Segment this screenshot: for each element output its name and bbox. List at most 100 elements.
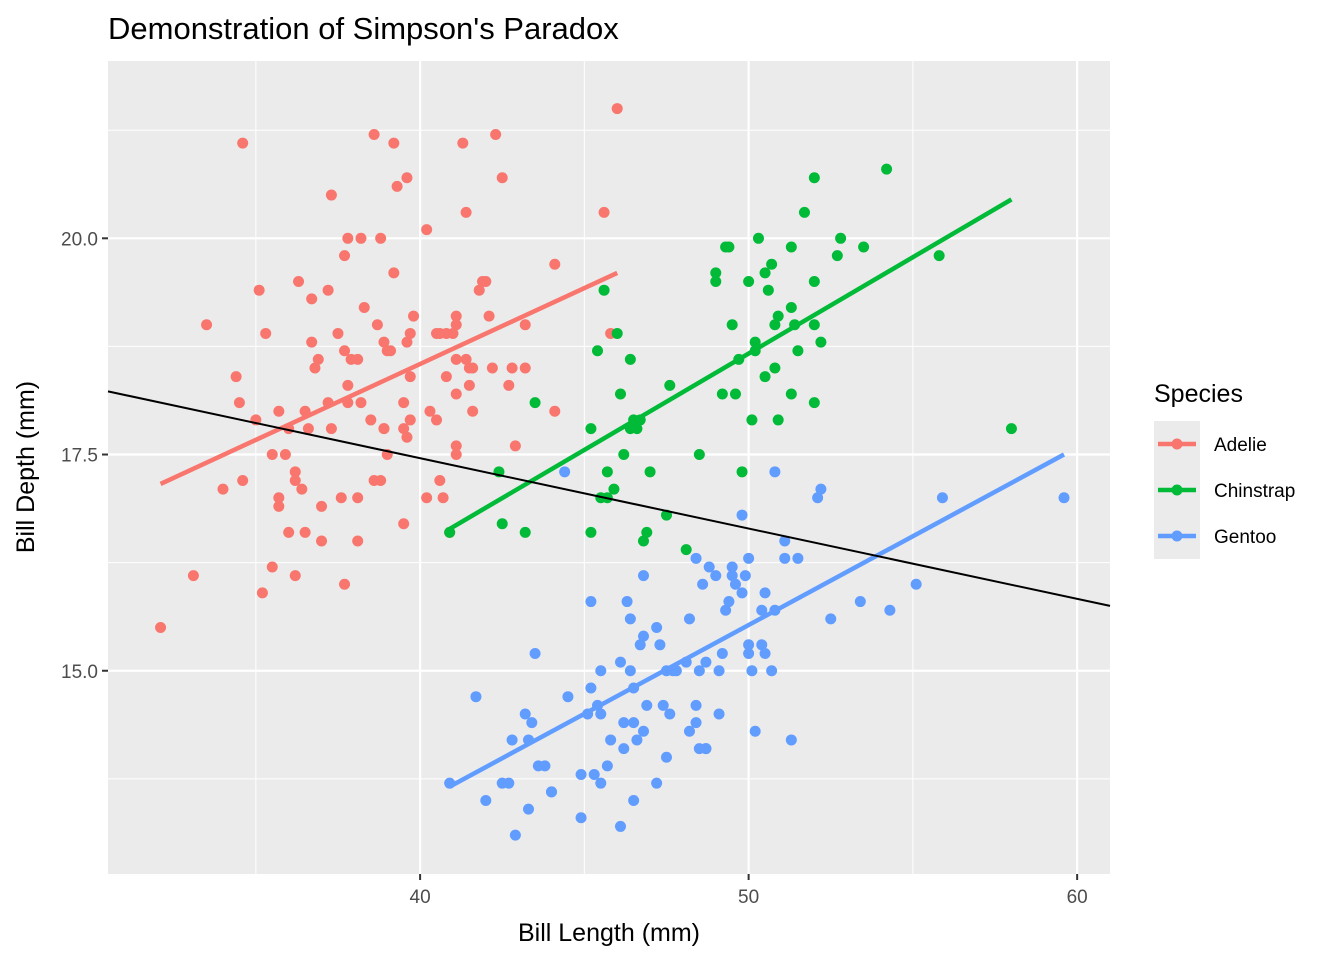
fit-line-chinstrap [448,197,1013,531]
data-point [450,353,462,365]
data-point [385,345,397,357]
data-point [881,163,893,175]
minor-grid [108,61,1110,874]
legend-key-point [1171,484,1183,496]
data-point [759,267,771,279]
data-point [637,630,649,642]
data-point [785,241,797,253]
data-point [614,388,626,400]
data-point [592,345,604,357]
data-point [631,423,643,435]
y-tick-label: 15.0 [61,662,98,683]
data-point [358,301,370,313]
x-axis-title: Bill Length (mm) [518,919,700,947]
data-point [289,466,301,478]
data-point [752,232,764,244]
data-point [585,596,597,608]
data-point [523,803,535,815]
data-point [401,431,413,443]
data-point [621,596,633,608]
data-point [634,639,646,651]
data-point [293,276,305,288]
data-point [736,509,748,521]
data-point [808,172,820,184]
data-point [283,526,295,538]
data-point [549,405,561,417]
data-point [736,587,748,599]
data-point [434,474,446,486]
data-point [486,362,498,374]
data-point [759,647,771,659]
data-point [450,310,462,322]
data-point [306,336,318,348]
data-point [644,466,656,478]
data-point [421,492,433,504]
data-point [155,622,167,634]
major-grid [108,61,1110,874]
data-point [201,319,213,331]
data-point [470,691,482,703]
data-point [723,241,735,253]
data-point [618,449,630,461]
data-point [509,829,521,841]
data-point [519,526,531,538]
data-point [529,397,541,409]
data-point [496,172,508,184]
data-point [690,717,702,729]
data-point [296,483,308,495]
data-point [815,336,827,348]
data-point [539,760,551,772]
data-point [798,206,810,218]
data-point [401,172,413,184]
data-point [743,552,755,564]
data-point [316,500,328,512]
data-point [651,777,663,789]
data-point [779,552,791,564]
data-point [398,423,410,435]
data-point [237,474,249,486]
data-point [299,526,311,538]
data-point [233,397,245,409]
data-point [614,820,626,832]
data-point [835,232,847,244]
data-point [1058,492,1070,504]
data-point [720,604,732,616]
chart-title: Demonstration of Simpson's Paradox [108,11,619,46]
data-point [339,250,351,262]
data-point [289,474,301,486]
data-point [700,743,712,755]
data-point [289,570,301,582]
data-point [365,414,377,426]
data-point [519,319,531,331]
data-point [611,103,623,115]
data-point [355,232,367,244]
data-point [496,518,508,530]
data-point [808,397,820,409]
data-point [404,371,416,383]
data-point [858,241,870,253]
data-point [611,327,623,339]
data-point [352,353,364,365]
data-point [637,570,649,582]
data-point [601,466,613,478]
data-point [710,267,722,279]
data-point [322,284,334,296]
y-tick-label: 17.5 [61,446,98,467]
data-point [641,699,653,711]
data-point [746,414,758,426]
y-axis-title: Bill Depth (mm) [12,381,40,553]
data-point [457,137,469,149]
legend-item-adelie: Adelie [1154,421,1267,467]
data-point [467,405,479,417]
data-point [680,544,692,556]
data-point [477,276,489,288]
data-point [273,405,285,417]
data-point [421,224,433,236]
data-point [628,794,640,806]
data-point [575,769,587,781]
data-point [509,440,521,452]
data-point [624,665,636,677]
legend-label: Adelie [1214,435,1267,456]
data-point [703,561,715,573]
data-point [769,319,781,331]
